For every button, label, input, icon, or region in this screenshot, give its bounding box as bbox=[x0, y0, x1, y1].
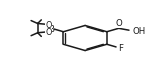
Text: O: O bbox=[45, 28, 51, 37]
Text: O: O bbox=[115, 19, 122, 28]
Text: OH: OH bbox=[133, 27, 146, 36]
Text: O: O bbox=[45, 21, 51, 30]
Text: B: B bbox=[48, 25, 54, 34]
Text: F: F bbox=[118, 44, 123, 53]
